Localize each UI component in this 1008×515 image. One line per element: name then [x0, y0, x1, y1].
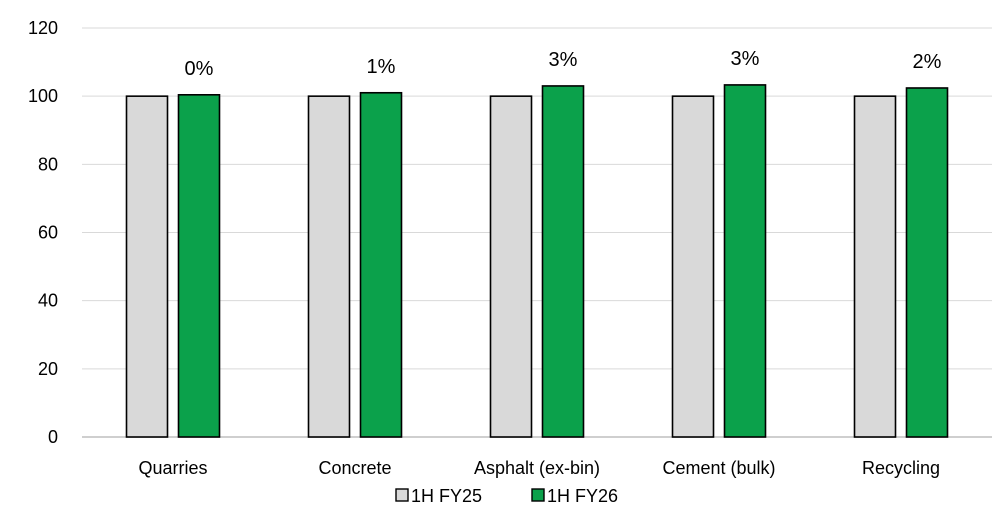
legend-label: 1H FY26 [547, 486, 618, 506]
bar-fy25 [671, 95, 715, 438]
bar-fy26 [359, 91, 403, 438]
y-tick-label: 80 [38, 154, 58, 174]
bar-fy26 [905, 87, 949, 438]
y-tick-label: 100 [28, 86, 58, 106]
category-label: Asphalt (ex-bin) [474, 458, 600, 478]
bar-fy26 [723, 84, 767, 438]
data-label: 0% [185, 58, 214, 80]
category-label: Concrete [318, 458, 391, 478]
bar-fy25 [125, 95, 169, 438]
y-tick-label: 120 [28, 18, 58, 38]
data-labels: 0% 1% 3% 3% 2% [185, 48, 942, 80]
bar-fy26 [177, 94, 221, 438]
y-tick-label: 20 [38, 359, 58, 379]
legend: 1H FY25 1H FY26 [395, 486, 618, 506]
bar-fy25 [307, 95, 351, 438]
y-tick-label: 40 [38, 291, 58, 311]
data-label: 1% [367, 56, 396, 78]
data-label: 3% [549, 49, 578, 71]
bar-fy25 [489, 95, 533, 438]
legend-swatch [531, 488, 545, 502]
bar-fy25 [853, 95, 897, 438]
data-label: 3% [731, 48, 760, 70]
y-tick-label: 0 [48, 427, 58, 447]
data-label: 2% [913, 51, 942, 73]
x-axis-category-labels: Quarries Concrete Asphalt (ex-bin) Cement (… [138, 458, 940, 478]
gridlines [82, 27, 992, 438]
category-label: Quarries [138, 458, 207, 478]
category-label: Recycling [862, 458, 940, 478]
y-tick-label: 60 [38, 223, 58, 243]
y-axis-tick-labels: 0 20 40 60 80 100 120 [28, 18, 58, 447]
legend-label: 1H FY25 [411, 486, 482, 506]
legend-swatch [395, 488, 409, 502]
bar-fy26 [541, 85, 585, 438]
bars [125, 84, 949, 438]
category-label: Cement (bulk) [662, 458, 775, 478]
